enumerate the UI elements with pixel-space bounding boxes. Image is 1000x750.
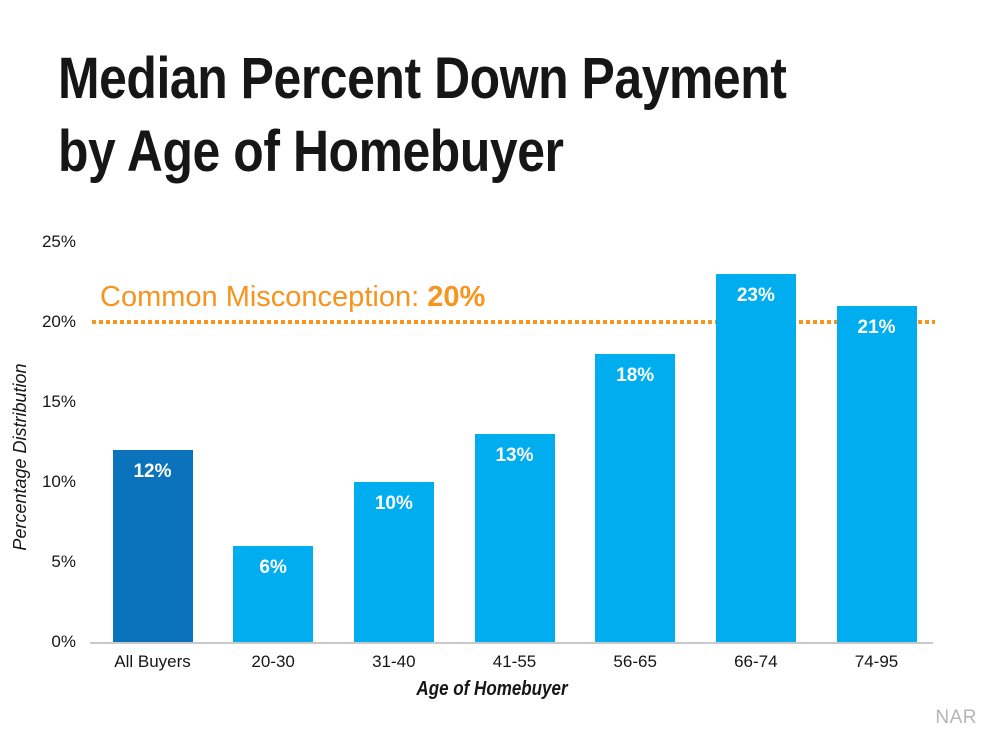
page-title-line-1: Median Percent Down Payment bbox=[58, 46, 787, 111]
y-tick-label: 25% bbox=[41, 232, 76, 251]
bar-value-label: 12% bbox=[133, 461, 172, 482]
x-tick-label: 56-65 bbox=[613, 652, 657, 671]
bar-value-label: 21% bbox=[857, 317, 896, 338]
annotation-value: 20% bbox=[427, 281, 486, 313]
bar-value-label: 6% bbox=[259, 557, 287, 578]
source-label: NAR bbox=[935, 707, 977, 728]
bar-all-buyers: 12% bbox=[112, 450, 193, 642]
x-tick-label: 31-40 bbox=[372, 652, 416, 671]
y-tick-label: 20% bbox=[41, 312, 76, 331]
x-tick-label: 66-74 bbox=[734, 652, 778, 671]
bar-66-74: 23% bbox=[715, 274, 796, 642]
page-title-line-2: by Age of Homebuyer bbox=[58, 119, 564, 184]
y-tick-label: 5% bbox=[51, 552, 76, 571]
bar-41-55: 13% bbox=[474, 434, 555, 642]
x-axis-line bbox=[90, 642, 933, 644]
x-tick-label: 74-95 bbox=[854, 652, 899, 671]
x-axis-title: Age of Homebuyer bbox=[416, 678, 568, 700]
x-tick-label: 41-55 bbox=[492, 652, 537, 671]
bar-value-label: 23% bbox=[736, 285, 775, 306]
bar-74-95: 21% bbox=[836, 306, 917, 642]
bar-value-label: 18% bbox=[616, 365, 655, 386]
bar-value-label: 13% bbox=[495, 445, 534, 466]
x-tick-label: 20-30 bbox=[251, 652, 295, 671]
y-tick-label: 0% bbox=[51, 632, 76, 651]
bar-value-label: 10% bbox=[374, 493, 413, 514]
reference-line-20pct bbox=[92, 320, 935, 324]
page-title: Median Percent Down Payment by Age of Ho… bbox=[58, 42, 787, 188]
bar-56-65: 18% bbox=[595, 354, 676, 642]
bar-31-40: 10% bbox=[353, 482, 434, 642]
bar-20-30: 6% bbox=[233, 546, 314, 642]
annotation-label: Common Misconception: bbox=[100, 281, 428, 313]
x-tick-label: All Buyers bbox=[114, 652, 191, 671]
y-tick-label: 15% bbox=[41, 392, 76, 411]
y-tick-label: 10% bbox=[41, 472, 76, 491]
reference-line-annotation: Common Misconception: 20% bbox=[100, 281, 485, 314]
